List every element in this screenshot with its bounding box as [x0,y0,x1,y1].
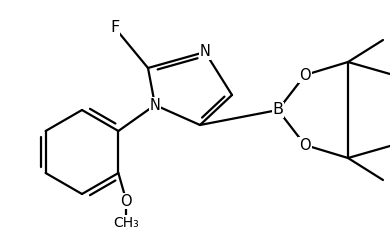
Text: CH₃: CH₃ [113,216,139,230]
Text: O: O [121,193,132,209]
Text: O: O [299,137,311,153]
Text: B: B [273,102,284,118]
Text: N: N [200,44,211,60]
Text: N: N [149,97,160,113]
Text: O: O [299,67,311,83]
Text: F: F [110,21,120,35]
